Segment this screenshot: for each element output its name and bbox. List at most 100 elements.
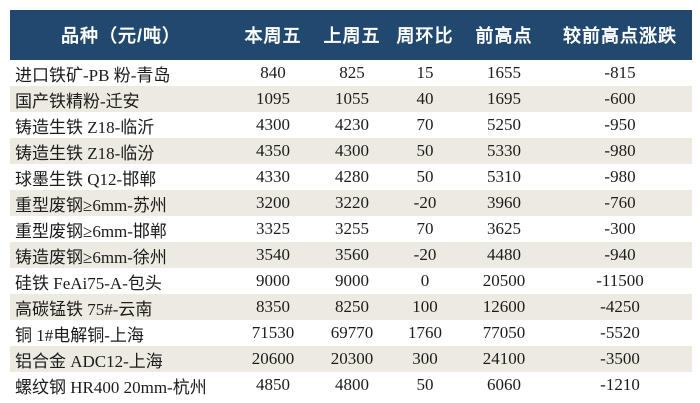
value-cell: -3500 <box>600 349 640 368</box>
value-cell: 77050 <box>482 323 526 342</box>
value-cell: 70 <box>416 115 434 134</box>
variety-cell: 铸造生铁 Z18-临汾 <box>15 143 155 163</box>
column-header: 品种（元/吨） <box>10 10 232 60</box>
value-cell: -4250 <box>600 297 640 316</box>
value-cell: 840 <box>260 63 286 82</box>
price-table-container: 品种（元/吨） 本周五 上周五 周环比 前高点 较前高点涨跌 进口铁矿-PB 粉-青岛 84… <box>10 10 692 398</box>
table-row: 铝合金 ADC12-上海 20600 20300 300 24100 -3500 <box>10 346 692 372</box>
value-cell: 4350 <box>256 141 290 160</box>
value-cell: 3540 <box>256 245 290 264</box>
value-cell: 70 <box>416 219 434 238</box>
value-cell: 4280 <box>335 167 369 186</box>
value-cell: 9000 <box>335 271 369 290</box>
value-cell: 71530 <box>251 323 295 342</box>
value-cell: 4300 <box>256 115 290 134</box>
variety-cell: 螺纹钢 HR400 20mm-杭州 <box>15 377 207 397</box>
value-cell: 4850 <box>256 375 290 394</box>
variety-cell: 高碳锰铁 75#-云南 <box>15 299 153 319</box>
value-cell: 40 <box>416 89 434 108</box>
table-body: 进口铁矿-PB 粉-青岛 840 825 15 1655 -815 国产铁精粉-迁安 1095… <box>10 60 692 398</box>
variety-cell: 进口铁矿-PB 粉-青岛 <box>15 65 171 85</box>
value-cell: 5250 <box>487 115 521 134</box>
value-cell: -300 <box>604 219 636 238</box>
value-cell: 20300 <box>330 349 374 368</box>
table-row: 铜 1#电解铜-上海 71530 69770 1760 77050 -5520 <box>10 320 692 346</box>
table-row: 螺纹钢 HR400 20mm-杭州 4850 4800 50 6060 -1210 <box>10 372 692 398</box>
value-cell: 20500 <box>482 271 526 290</box>
column-header: 较前高点涨跌 <box>548 10 692 60</box>
value-cell: -940 <box>604 245 636 264</box>
variety-cell: 铸造废钢≥6mm-徐州 <box>15 247 167 267</box>
value-cell: 8350 <box>256 297 290 316</box>
variety-cell: 硅铁 FeAi75-A-包头 <box>15 273 162 293</box>
value-cell: -600 <box>604 89 636 108</box>
value-cell: 0 <box>420 271 430 290</box>
value-cell: 8250 <box>335 297 369 316</box>
value-cell: -11500 <box>596 271 644 290</box>
value-cell: 9000 <box>256 271 290 290</box>
value-cell: 12600 <box>482 297 526 316</box>
table-row: 重型废钢≥6mm-邯郸 3325 3255 70 3625 -300 <box>10 216 692 242</box>
value-cell: 3220 <box>335 193 369 212</box>
value-cell: 20600 <box>251 349 295 368</box>
value-cell: 5330 <box>487 141 521 160</box>
value-cell: 4480 <box>487 245 521 264</box>
table-row: 高碳锰铁 75#-云南 8350 8250 100 12600 -4250 <box>10 294 692 320</box>
value-cell: -980 <box>604 141 636 160</box>
variety-cell: 铜 1#电解铜-上海 <box>15 325 144 345</box>
value-cell: 3960 <box>487 193 521 212</box>
header-row: 品种（元/吨） 本周五 上周五 周环比 前高点 较前高点涨跌 <box>10 10 692 60</box>
column-header: 上周五 <box>314 10 390 60</box>
table-row: 铸造生铁 Z18-临沂 4300 4230 70 5250 -950 <box>10 112 692 138</box>
value-cell: 50 <box>416 141 434 160</box>
variety-cell: 球墨生铁 Q12-邯郸 <box>15 169 157 189</box>
value-cell: 300 <box>412 349 438 368</box>
value-cell: -20 <box>413 245 437 264</box>
value-cell: 1055 <box>335 89 369 108</box>
value-cell: -815 <box>604 63 636 82</box>
value-cell: 4300 <box>335 141 369 160</box>
variety-cell: 重型废钢≥6mm-邯郸 <box>15 221 167 241</box>
value-cell: 3560 <box>335 245 369 264</box>
value-cell: 50 <box>416 375 434 394</box>
value-cell: 3325 <box>256 219 290 238</box>
value-cell: -980 <box>604 167 636 186</box>
value-cell: 100 <box>412 297 438 316</box>
value-cell: 1095 <box>256 89 290 108</box>
variety-cell: 重型废钢≥6mm-苏州 <box>15 195 167 215</box>
value-cell: 4330 <box>256 167 290 186</box>
column-header: 本周五 <box>232 10 314 60</box>
variety-cell: 铝合金 ADC12-上海 <box>15 351 163 371</box>
table-row: 铸造生铁 Z18-临汾 4350 4300 50 5330 -980 <box>10 138 692 164</box>
value-cell: 4800 <box>335 375 369 394</box>
value-cell: 3255 <box>335 219 369 238</box>
value-cell: 5310 <box>487 167 521 186</box>
table-row: 重型废钢≥6mm-苏州 3200 3220 -20 3960 -760 <box>10 190 692 216</box>
value-cell: 1760 <box>408 323 442 342</box>
value-cell: 825 <box>339 63 365 82</box>
table-row: 硅铁 FeAi75-A-包头 9000 9000 0 20500 -11500 <box>10 268 692 294</box>
column-header: 前高点 <box>460 10 548 60</box>
value-cell: 3200 <box>256 193 290 212</box>
value-cell: -1210 <box>600 375 640 394</box>
variety-cell: 国产铁精粉-迁安 <box>15 91 140 111</box>
table-row: 进口铁矿-PB 粉-青岛 840 825 15 1655 -815 <box>10 60 692 86</box>
value-cell: 24100 <box>482 349 526 368</box>
value-cell: -5520 <box>600 323 640 342</box>
value-cell: 1695 <box>487 89 521 108</box>
value-cell: 69770 <box>330 323 374 342</box>
value-cell: 3625 <box>487 219 521 238</box>
value-cell: -760 <box>604 193 636 212</box>
value-cell: 15 <box>416 63 434 82</box>
value-cell: 50 <box>416 167 434 186</box>
value-cell: 6060 <box>487 375 521 394</box>
table-row: 国产铁精粉-迁安 1095 1055 40 1695 -600 <box>10 86 692 112</box>
table-row: 球墨生铁 Q12-邯郸 4330 4280 50 5310 -980 <box>10 164 692 190</box>
variety-cell: 铸造生铁 Z18-临沂 <box>15 117 155 137</box>
column-header: 周环比 <box>390 10 460 60</box>
price-table: 品种（元/吨） 本周五 上周五 周环比 前高点 较前高点涨跌 进口铁矿-PB 粉-青岛 84… <box>10 10 692 398</box>
value-cell: -20 <box>413 193 437 212</box>
value-cell: 4230 <box>335 115 369 134</box>
value-cell: -950 <box>604 115 636 134</box>
table-row: 铸造废钢≥6mm-徐州 3540 3560 -20 4480 -940 <box>10 242 692 268</box>
